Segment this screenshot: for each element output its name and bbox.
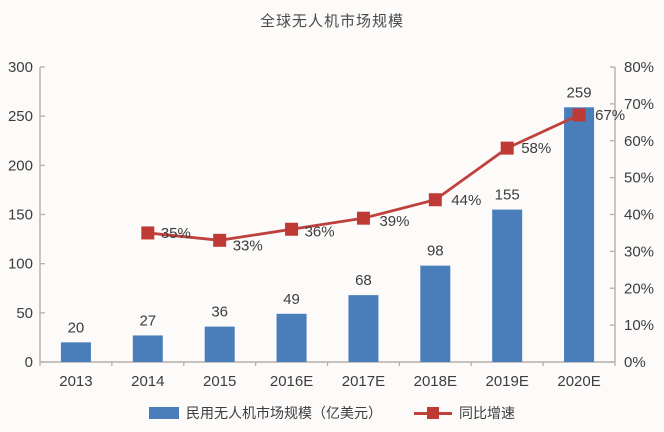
line-point-label: 58%: [521, 140, 551, 157]
legend-item-bar: 民用无人机市场规模（亿美元）: [149, 403, 382, 423]
line-point-label: 35%: [161, 225, 191, 242]
x-axis-label: 2018E: [414, 373, 457, 390]
y-axis-label-left: 200: [8, 157, 33, 174]
line-marker: [141, 226, 155, 240]
legend-item-line: 同比增速: [414, 403, 515, 423]
y-axis-label-right: 70%: [624, 96, 654, 113]
bar-value-label: 36: [211, 304, 228, 321]
y-axis-label-left: 150: [8, 207, 33, 224]
legend-bar-label: 民用无人机市场规模（亿美元）: [186, 405, 382, 421]
y-axis-label-right: 40%: [624, 207, 654, 224]
line-point-label: 44%: [451, 192, 481, 209]
line-point-label: 39%: [379, 213, 409, 230]
line-marker: [572, 108, 586, 122]
x-axis-label: 2014: [131, 373, 164, 390]
bar-2015: [204, 326, 235, 362]
bar-2014: [132, 335, 163, 362]
line-point-label: 36%: [305, 223, 335, 240]
bar-value-label: 49: [283, 291, 300, 308]
y-axis-label-left: 300: [8, 59, 33, 76]
bar-2018E: [420, 265, 451, 362]
legend-line-swatch: [414, 406, 452, 420]
y-axis-label-left: 0: [25, 354, 33, 371]
bar-value-label: 20: [68, 319, 85, 336]
chart-title: 全球无人机市场规模: [259, 13, 404, 30]
y-axis-label-right: 60%: [624, 133, 654, 150]
bar-2017E: [348, 295, 379, 362]
line-marker: [500, 141, 514, 155]
line-marker: [213, 233, 227, 247]
x-axis-label: 2015: [203, 373, 236, 390]
y-axis-label-right: 80%: [624, 59, 654, 76]
y-axis-label-left: 250: [8, 108, 33, 125]
line-marker: [428, 193, 442, 207]
y-axis-label-right: 10%: [624, 317, 654, 334]
x-axis-label: 2019E: [486, 373, 529, 390]
x-axis-label: 2016E: [270, 373, 313, 390]
y-axis-label-left: 50: [16, 305, 33, 322]
line-point-label: 33%: [233, 237, 263, 254]
bar-value-label: 259: [567, 84, 592, 101]
bar-value-label: 98: [427, 243, 444, 260]
legend-line-label: 同比增速: [459, 405, 515, 421]
x-axis-label: 2013: [59, 373, 92, 390]
legend-bar-swatch: [149, 407, 179, 419]
bar-value-label: 155: [495, 187, 520, 204]
y-axis-label-right: 50%: [624, 170, 654, 187]
bar-value-label: 27: [139, 312, 156, 329]
bar-2020E: [564, 107, 595, 362]
bar-2016E: [276, 313, 307, 362]
y-axis-label-right: 20%: [624, 280, 654, 297]
y-axis-label-left: 100: [8, 256, 33, 273]
bar-2013: [60, 342, 91, 362]
line-marker: [285, 222, 299, 236]
line-point-label: 67%: [595, 107, 625, 124]
y-axis-label-right: 30%: [624, 243, 654, 260]
x-axis-label: 2017E: [342, 373, 385, 390]
legend: 民用无人机市场规模（亿美元） 同比增速: [0, 402, 664, 424]
y-axis-label-right: 0%: [624, 354, 646, 371]
bar-2019E: [492, 209, 523, 362]
bar-value-label: 68: [355, 272, 372, 289]
legend-line-marker-icon: [427, 406, 439, 419]
line-marker: [356, 211, 370, 225]
x-axis-label: 2020E: [557, 373, 600, 390]
